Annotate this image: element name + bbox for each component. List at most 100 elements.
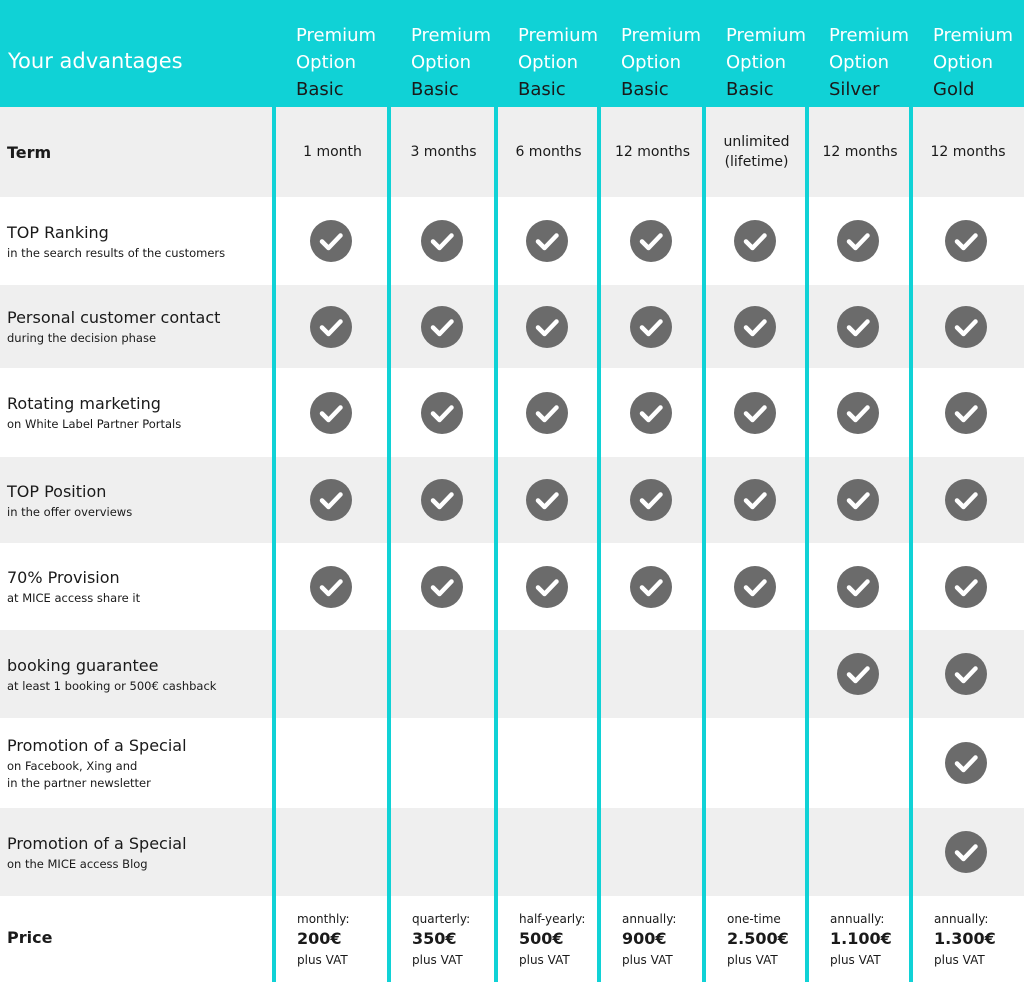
check-icon — [945, 742, 987, 784]
row-background — [0, 896, 1024, 982]
check-icon — [733, 479, 776, 521]
column-line1: Premium — [296, 25, 377, 46]
check-icon — [525, 220, 568, 262]
feature-title: Personal customer contact — [7, 308, 221, 327]
check-icon — [420, 305, 463, 348]
column-line2: Option — [726, 52, 787, 73]
feature-subtitle: during the decision phase — [7, 331, 157, 345]
price-period: quarterly: — [412, 912, 471, 926]
column-tier: Gold — [933, 79, 975, 100]
check-svg — [525, 565, 568, 608]
term-cell: 12 months — [912, 142, 1024, 162]
column-line1: Premium — [829, 25, 910, 46]
check-svg — [629, 305, 672, 348]
term-cell: 12 months — [600, 142, 705, 162]
check-icon — [525, 391, 568, 434]
check-icon — [945, 479, 987, 521]
column-line1: Premium — [726, 25, 807, 46]
check-icon — [309, 479, 352, 521]
price-period: one-time — [727, 912, 781, 926]
check-svg — [525, 305, 568, 348]
check-icon — [420, 391, 463, 434]
column-tier: Basic — [621, 79, 669, 100]
term-cell: 6 months — [497, 142, 600, 162]
feature-title: Promotion of a Special — [7, 736, 187, 755]
check-icon — [420, 565, 463, 608]
check-svg — [629, 391, 672, 434]
feature-title: booking guarantee — [7, 655, 159, 675]
check-svg — [733, 391, 776, 434]
check-icon — [945, 565, 987, 608]
check-svg — [945, 831, 987, 873]
check-svg — [945, 565, 987, 608]
term-text: 12 months — [822, 144, 898, 160]
check-svg — [629, 565, 672, 608]
check-icon — [733, 391, 776, 434]
check-icon — [420, 479, 463, 521]
header-bar — [0, 0, 1024, 107]
check-svg — [945, 305, 987, 348]
check-icon — [629, 391, 672, 434]
check-icon — [733, 565, 776, 608]
feature-subtitle: in the partner newsletter — [7, 776, 151, 790]
column-line2: Option — [933, 52, 994, 73]
term-cell: 3 months — [390, 142, 497, 162]
feature-subtitle: in the offer overviews — [7, 504, 133, 519]
price-note: plus VAT — [622, 953, 673, 967]
check-svg — [733, 305, 776, 348]
column-line1: Premium — [933, 25, 1014, 46]
price-amount: 350€ — [412, 929, 457, 948]
check-svg — [309, 220, 352, 262]
row-background — [0, 808, 1024, 896]
term-text: 1 month — [303, 144, 362, 160]
price-period: annually: — [830, 912, 885, 926]
check-icon — [629, 565, 672, 608]
check-svg — [309, 565, 352, 608]
term-cell: 1 month — [275, 142, 390, 162]
price-note: plus VAT — [297, 953, 348, 967]
price-note: plus VAT — [830, 953, 881, 967]
price-period: monthly: — [297, 912, 350, 926]
column-line1: Premium — [411, 25, 492, 46]
price-period: annually: — [934, 912, 989, 926]
check-svg — [733, 565, 776, 608]
price-period: half-yearly: — [519, 912, 586, 926]
check-svg — [309, 391, 352, 434]
check-svg — [945, 742, 987, 784]
check-icon — [420, 220, 463, 262]
column-tier: Basic — [726, 79, 774, 100]
feature-subtitle: at least 1 booking or 500€ cashback — [7, 678, 217, 693]
column-divider — [909, 107, 913, 982]
feature-title: Rotating marketing — [7, 394, 161, 413]
feature-subtitle: in the search results of the customers — [7, 245, 226, 260]
check-svg — [629, 479, 672, 521]
term-text: unlimited — [723, 134, 790, 150]
price-period: annually: — [622, 912, 677, 926]
column-tier: Basic — [518, 79, 566, 100]
check-svg — [945, 653, 987, 695]
feature-title: TOP Ranking — [7, 222, 109, 242]
check-svg — [837, 391, 879, 434]
check-svg — [733, 479, 776, 521]
term-cell: 12 months — [808, 142, 912, 162]
column-divider — [272, 107, 276, 982]
column-tier: Basic — [296, 79, 344, 100]
check-svg — [525, 220, 568, 262]
check-svg — [837, 653, 879, 695]
feature-title: 70% Provision — [7, 568, 120, 587]
feature-subtitle: on White Label Partner Portals — [7, 417, 182, 431]
check-svg — [837, 565, 879, 608]
column-divider — [805, 107, 809, 982]
row-background — [0, 718, 1024, 808]
term-text: 12 months — [615, 144, 690, 160]
price-amount: 900€ — [622, 929, 667, 948]
check-svg — [837, 479, 879, 521]
price-amount: 500€ — [519, 929, 564, 948]
check-icon — [525, 305, 568, 348]
column-line1: Premium — [518, 25, 599, 46]
price-note: plus VAT — [934, 953, 985, 967]
check-icon — [629, 479, 672, 521]
check-icon — [309, 305, 352, 348]
price-amount: 1.100€ — [830, 929, 892, 948]
